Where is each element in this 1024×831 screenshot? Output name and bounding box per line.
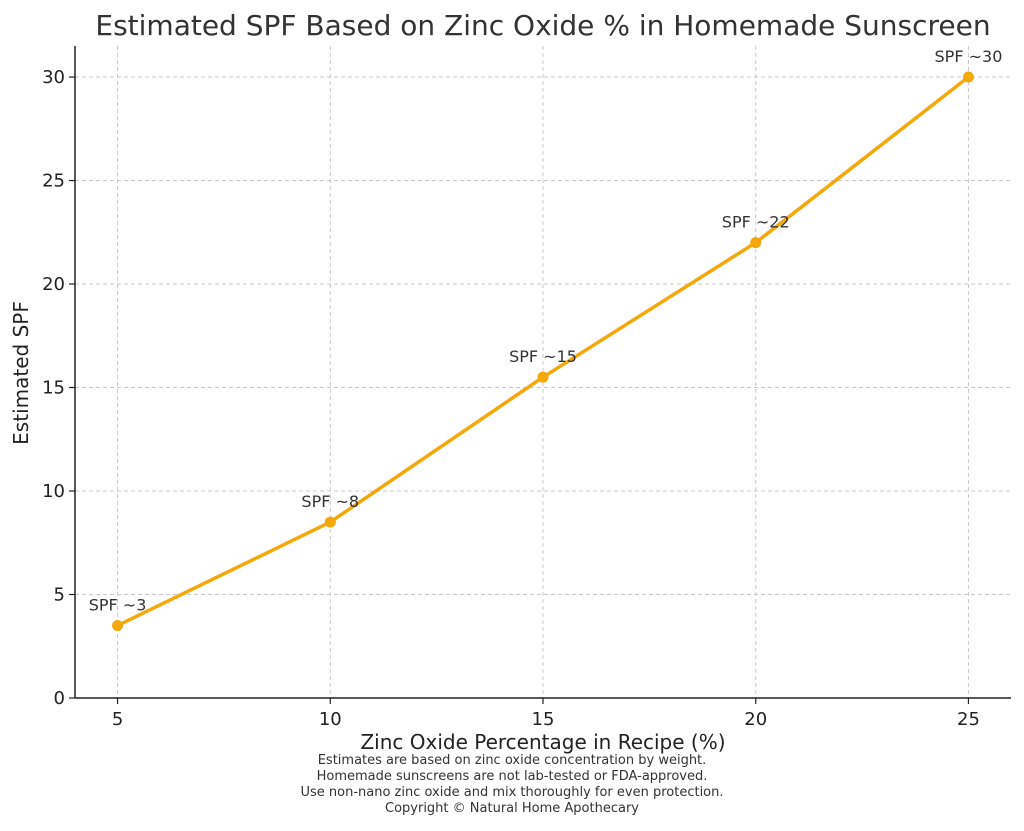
data-labels: SPF ~3 SPF ~8 SPF ~15 SPF ~22 SPF ~30 <box>89 47 1003 615</box>
y-tick-label: 25 <box>42 171 65 192</box>
y-axis-label: Estimated SPF <box>9 301 33 445</box>
grid-lines <box>75 46 1011 698</box>
x-tick-label: 20 <box>744 709 767 730</box>
y-tick-label: 0 <box>54 688 65 709</box>
x-axis-label: Zinc Oxide Percentage in Recipe (%) <box>360 730 725 754</box>
data-label: SPF ~22 <box>722 213 790 232</box>
x-tick-label: 25 <box>957 709 980 730</box>
footnote-1: Estimates are based on zinc oxide concen… <box>317 753 707 768</box>
data-point <box>537 371 549 383</box>
data-series <box>112 71 974 632</box>
data-label: SPF ~3 <box>89 596 147 615</box>
footnote-2: Homemade sunscreens are not lab-tested o… <box>316 769 708 784</box>
y-tick-label: 10 <box>42 481 65 502</box>
data-point <box>112 620 124 632</box>
copyright-notice: Copyright © Natural Home Apothecary <box>385 801 639 816</box>
x-tick-label: 5 <box>112 709 123 730</box>
tick-labels: 5 10 15 20 25 0 5 10 15 20 25 30 <box>42 67 980 730</box>
footnote-3: Use non-nano zinc oxide and mix thorough… <box>300 785 724 800</box>
y-tick-label: 5 <box>54 585 65 606</box>
y-tick-label: 15 <box>42 378 65 399</box>
x-tick-label: 10 <box>319 709 342 730</box>
data-point <box>324 516 336 528</box>
data-label: SPF ~15 <box>509 347 577 366</box>
y-tick-label: 30 <box>42 67 65 88</box>
data-point <box>750 237 762 249</box>
data-label: SPF ~8 <box>301 492 359 511</box>
axes <box>69 46 1011 704</box>
x-tick-label: 15 <box>532 709 555 730</box>
y-tick-label: 20 <box>42 274 65 295</box>
data-label: SPF ~30 <box>935 47 1003 66</box>
data-point <box>962 71 974 83</box>
chart-title: Estimated SPF Based on Zinc Oxide % in H… <box>95 9 990 42</box>
